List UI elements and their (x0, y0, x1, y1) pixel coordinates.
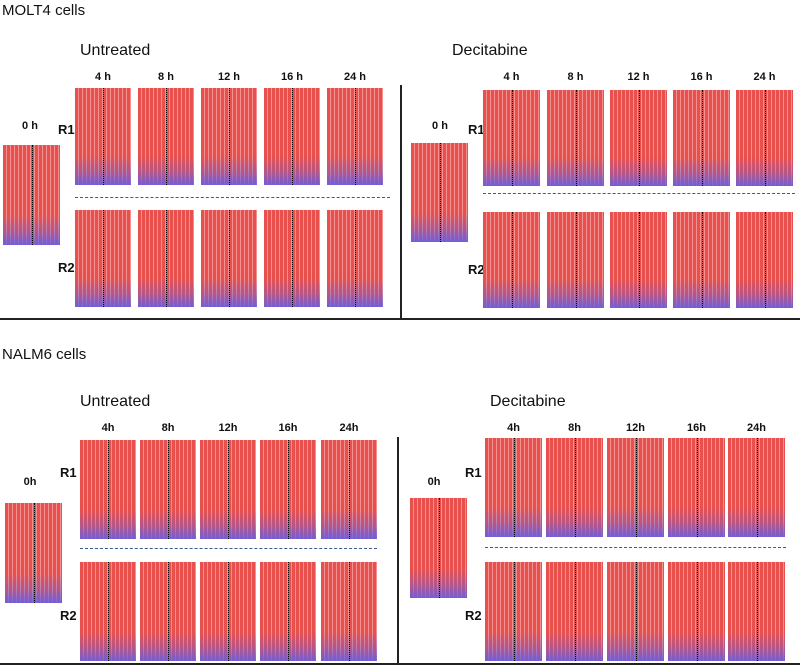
time-label: 4h (507, 422, 520, 434)
methylation-panel (260, 562, 316, 661)
methylation-panel (264, 88, 320, 185)
methylation-panel (736, 90, 793, 186)
methylation-panel (607, 438, 664, 537)
methylation-panel (200, 562, 256, 661)
time-label: 8h (568, 422, 581, 434)
time-label: 24 h (343, 71, 367, 83)
replicate-separator (80, 548, 377, 549)
methylation-panel (668, 438, 725, 537)
time-label: 16 h (690, 71, 713, 83)
methylation-panel (138, 210, 194, 307)
row-label: R2 (465, 608, 482, 623)
time-label: 24h (747, 422, 766, 434)
methylation-panel (260, 440, 316, 539)
time-label: 0 h (22, 120, 38, 132)
time-label: 16 h (280, 71, 304, 83)
methylation-panel (75, 88, 131, 185)
time-label: 0h (427, 476, 441, 488)
methylation-panel (736, 212, 793, 308)
divider (0, 318, 800, 320)
time-label: 8 h (567, 71, 584, 83)
methylation-panel (610, 90, 667, 186)
replicate-separator (483, 193, 795, 194)
time-label: 0 h (432, 120, 448, 132)
methylation-panel (75, 210, 131, 307)
divider (400, 85, 402, 318)
section-title: MOLT4 cells (2, 2, 86, 19)
replicate-separator (485, 547, 786, 548)
methylation-panel (264, 210, 320, 307)
time-label: 24h (339, 422, 359, 434)
group-label: Decitabine (452, 42, 528, 59)
time-label: 4h (101, 422, 115, 434)
methylation-panel (607, 562, 664, 661)
methylation-panel (201, 210, 257, 307)
time-label: 4 h (503, 71, 520, 83)
divider (0, 663, 800, 665)
group-label: Decitabine (490, 393, 566, 410)
group-label: Untreated (80, 42, 151, 59)
methylation-panel (411, 143, 468, 242)
methylation-panel (200, 440, 256, 539)
methylation-panel (547, 212, 604, 308)
time-label: 24 h (753, 71, 776, 83)
group-label: Untreated (80, 393, 151, 410)
methylation-panel (546, 438, 603, 537)
methylation-panel (140, 562, 196, 661)
row-label: R2 (468, 262, 485, 277)
time-label: 12h (218, 422, 238, 434)
methylation-panel (485, 562, 542, 661)
methylation-panel (483, 90, 540, 186)
row-label: R1 (58, 122, 75, 137)
methylation-panel (483, 212, 540, 308)
time-label: 12 h (627, 71, 650, 83)
time-label: 0h (23, 476, 37, 488)
time-label: 16h (687, 422, 706, 434)
time-label: 8 h (158, 71, 174, 83)
methylation-panel (321, 562, 377, 661)
methylation-panel (410, 498, 467, 598)
methylation-panel (3, 145, 60, 245)
section-title: NALM6 cells (2, 346, 87, 363)
methylation-panel (547, 90, 604, 186)
row-label: R2 (58, 260, 75, 275)
methylation-panel (728, 438, 785, 537)
divider (397, 437, 399, 663)
methylation-panel (668, 562, 725, 661)
methylation-panel (80, 562, 136, 661)
row-label: R2 (60, 608, 77, 623)
time-label: 8h (161, 422, 175, 434)
methylation-panel (138, 88, 194, 185)
methylation-panel (201, 88, 257, 185)
methylation-panel (327, 210, 383, 307)
methylation-panel (673, 90, 730, 186)
time-label: 16h (278, 422, 298, 434)
time-label: 12h (626, 422, 645, 434)
methylation-panel (321, 440, 377, 539)
row-label: R1 (468, 122, 485, 137)
row-label: R1 (465, 465, 482, 480)
row-label: R1 (60, 465, 77, 480)
methylation-panel (728, 562, 785, 661)
methylation-panel (140, 440, 196, 539)
replicate-separator (75, 197, 390, 198)
methylation-panel (5, 503, 62, 603)
methylation-panel (327, 88, 383, 185)
methylation-panel (80, 440, 136, 539)
methylation-panel (610, 212, 667, 308)
time-label: 12 h (217, 71, 241, 83)
methylation-panel (546, 562, 603, 661)
methylation-panel (485, 438, 542, 537)
methylation-panel (673, 212, 730, 308)
time-label: 4 h (95, 71, 111, 83)
